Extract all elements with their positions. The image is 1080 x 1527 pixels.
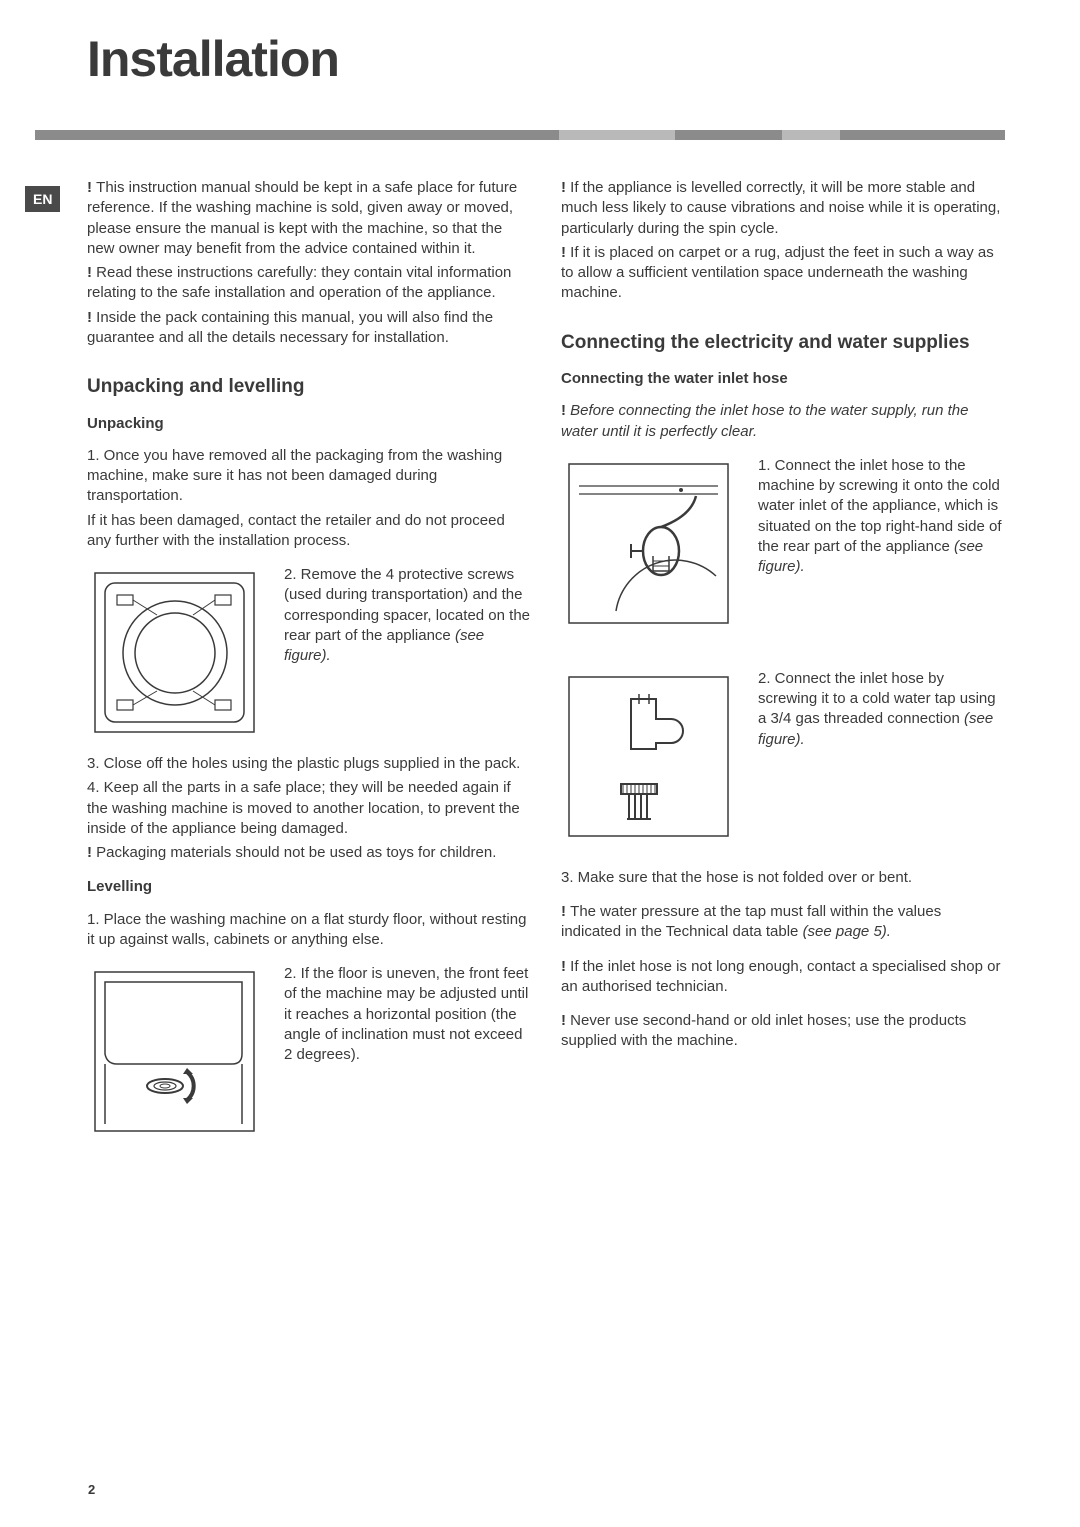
figure-4-caption: 2. Connect the inlet hose by screwing it… [758,669,1005,750]
warning-icon: ! [87,264,96,281]
warn-old-text: Never use second-hand or old inlet hoses… [561,1012,966,1049]
divider-seg-3 [675,130,782,140]
figure-row-2: 2. If the floor is uneven, the front fee… [87,964,531,1139]
inlet-step-3: 3. Make sure that the hose is not folded… [561,868,1005,888]
right-intro-text-1: If the appliance is levelled correctly, … [561,179,1000,237]
inlet-warning-italic: ! Before connecting the inlet hose to th… [561,401,1005,442]
levelling-step-1: 1. Place the washing machine on a flat s… [87,910,531,951]
warning-icon: ! [561,1012,570,1029]
intro-text-1: This instruction manual should be kept i… [87,179,517,257]
divider-seg-4 [782,130,840,140]
warning-length: ! If the inlet hose is not long enough, … [561,957,1005,998]
warn-pressure-page: (see page 5). [803,923,891,940]
divider-seg-5 [840,130,1005,140]
left-column: ! This instruction manual should be kept… [87,178,531,1153]
unpacking-step-4: 4. Keep all the parts in a safe place; t… [87,778,531,839]
figure-1-caption: 2. Remove the 4 protective screws (used … [284,565,531,666]
fig4-text: 2. Connect the inlet hose by screwing it… [758,670,996,728]
warning-icon: ! [561,402,570,419]
subheading-unpacking: Unpacking [87,414,531,434]
heading-unpacking-levelling: Unpacking and levelling [87,374,531,400]
figure-transport-screws [87,565,262,740]
figure-row-3: 1. Connect the inlet hose to the machine… [561,456,1005,631]
figure-row-1: 2. Remove the 4 protective screws (used … [87,565,531,740]
page-number: 2 [88,1482,95,1497]
unpacking-warn-text: Packaging materials should not be used a… [96,844,496,861]
subheading-levelling: Levelling [87,877,531,897]
figure-inlet-machine [561,456,736,631]
warning-icon: ! [87,179,96,196]
right-column: ! If the appliance is levelled correctly… [561,178,1005,1153]
divider-bar [35,130,1005,140]
content-columns: ! This instruction manual should be kept… [87,178,1005,1153]
language-badge: EN [25,186,60,212]
page-title: Installation [87,30,1005,88]
warning-icon: ! [561,958,570,975]
intro-para-3: ! Inside the pack containing this manual… [87,308,531,349]
figure-2-caption: 2. If the floor is uneven, the front fee… [284,964,531,1065]
warning-icon: ! [561,244,570,261]
divider-seg-1 [35,130,559,140]
intro-text-2: Read these instructions carefully: they … [87,264,511,301]
unpacking-step-3: 3. Close off the holes using the plastic… [87,754,531,774]
figure-inlet-tap [561,669,736,844]
intro-para-1: ! This instruction manual should be kept… [87,178,531,259]
intro-text-3: Inside the pack containing this manual, … [87,309,493,346]
warning-icon: ! [561,179,570,196]
unpacking-warning: ! Packaging materials should not be used… [87,843,531,863]
heading-connecting: Connecting the electricity and water sup… [561,330,1005,356]
right-intro-1: ! If the appliance is levelled correctly… [561,178,1005,239]
warning-icon: ! [87,309,96,326]
figure-levelling-feet [87,964,262,1139]
warning-pressure: ! The water pressure at the tap must fal… [561,902,1005,943]
fig1-text: 2. Remove the 4 protective screws (used … [284,566,530,644]
warning-icon: ! [561,903,570,920]
inlet-warn-text: Before connecting the inlet hose to the … [561,402,968,439]
warning-old-hose: ! Never use second-hand or old inlet hos… [561,1011,1005,1052]
warn-length-text: If the inlet hose is not long enough, co… [561,958,1000,995]
intro-para-2: ! Read these instructions carefully: the… [87,263,531,304]
warning-icon: ! [87,844,96,861]
right-intro-text-2: If it is placed on carpet or a rug, adju… [561,244,994,302]
unpacking-step-1: 1. Once you have removed all the packagi… [87,446,531,507]
unpacking-step-1b: If it has been damaged, contact the reta… [87,511,531,552]
figure-row-4: 2. Connect the inlet hose by screwing it… [561,669,1005,844]
divider-seg-2 [559,130,675,140]
figure-3-caption: 1. Connect the inlet hose to the machine… [758,456,1005,578]
subheading-inlet-hose: Connecting the water inlet hose [561,369,1005,389]
right-intro-2: ! If it is placed on carpet or a rug, ad… [561,243,1005,304]
